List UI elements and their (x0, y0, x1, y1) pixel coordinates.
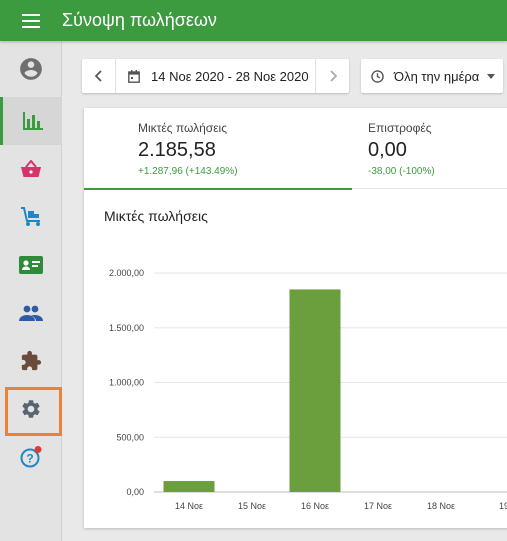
y-tick-label: 1.000,00 (109, 378, 144, 388)
sidebar-item-products[interactable] (0, 193, 62, 241)
bar (163, 481, 215, 492)
menu-icon (22, 13, 40, 28)
svg-text:?: ? (26, 452, 33, 466)
sales-summary-card: Μικτές πωλήσεις 2.185,58 +1.287,96 (+143… (84, 108, 507, 528)
sidebar-item-help[interactable]: ? (0, 433, 62, 481)
sidebar-item-users[interactable] (0, 289, 62, 337)
summary-stats: Μικτές πωλήσεις 2.185,58 +1.287,96 (+143… (84, 108, 507, 190)
sidebar-item-orders[interactable] (0, 145, 62, 193)
stat-refunds[interactable]: Επιστροφές 0,00 -38,00 (-100%) (368, 108, 507, 189)
x-tick-label: 19 (499, 501, 507, 511)
puzzle-icon (21, 350, 42, 371)
y-tick-label: 1.500,00 (109, 323, 144, 333)
page-title: Σύνοψη πωλήσεων (62, 10, 217, 30)
time-filter-dropdown[interactable]: Όλη την ημέρα (361, 59, 503, 93)
bar (289, 289, 341, 492)
gear-icon (22, 400, 40, 418)
chevron-right-icon (329, 70, 337, 82)
y-tick-label: 2.000,00 (109, 268, 144, 278)
menu-button[interactable] (0, 0, 62, 41)
next-period-button[interactable] (315, 59, 349, 93)
notification-badge (34, 446, 42, 453)
x-tick-label: 14 Νοε (175, 501, 203, 511)
help-icon: ? (20, 446, 42, 468)
stat-label: Μικτές πωλήσεις (138, 121, 227, 135)
sidebar: ? (0, 41, 62, 541)
sidebar-item-account[interactable] (0, 45, 62, 93)
caret-down-icon (487, 73, 496, 79)
x-tick-label: 18 Νοε (427, 501, 455, 511)
date-range-picker: 14 Νοε 2020 - 28 Νοε 2020 (82, 59, 349, 93)
sidebar-item-extensions[interactable] (0, 337, 62, 385)
basket-icon (21, 160, 41, 177)
stat-value: 0,00 (368, 139, 407, 161)
bar-chart-icon (22, 112, 43, 130)
time-filter-label: Όλη την ημέρα (394, 68, 480, 84)
y-tick-label: 0,00 (126, 487, 144, 497)
stat-delta: -38,00 (-100%) (368, 166, 435, 177)
x-tick-label: 15 Νοε (238, 501, 266, 511)
sidebar-item-settings[interactable] (0, 385, 62, 436)
date-range-label: 14 Νοε 2020 - 28 Νοε 2020 (151, 68, 309, 84)
cart-flatbed-icon (21, 207, 40, 226)
id-card-icon (19, 256, 43, 274)
app-bar: Σύνοψη πωλήσεων (0, 0, 507, 41)
x-tick-label: 16 Νοε (301, 501, 329, 511)
x-tick-label: 17 Νοε (364, 501, 392, 511)
clock-icon (371, 69, 384, 83)
stat-gross-sales[interactable]: Μικτές πωλήσεις 2.185,58 +1.287,96 (+143… (84, 108, 354, 190)
previous-period-button[interactable] (82, 59, 116, 93)
stat-value: 2.185,58 (138, 139, 216, 161)
y-tick-label: 500,00 (116, 432, 144, 442)
account-circle-icon (20, 58, 42, 80)
stat-label: Επιστροφές (368, 121, 432, 135)
sidebar-item-analytics[interactable] (0, 97, 62, 145)
stat-delta: +1.287,96 (+143.49%) (138, 166, 238, 177)
calendar-icon (128, 69, 140, 83)
chevron-left-icon (94, 70, 102, 82)
sidebar-item-customers[interactable] (0, 241, 62, 289)
sales-bar-chart: 0,00 500,00 1.000,00 1.500,00 2.000,00 14 Νοε… (109, 268, 507, 511)
people-icon (19, 305, 43, 321)
chart-title: Μικτές πωλήσεις (104, 208, 208, 224)
date-range-field[interactable]: 14 Νοε 2020 - 28 Νοε 2020 (116, 69, 315, 84)
